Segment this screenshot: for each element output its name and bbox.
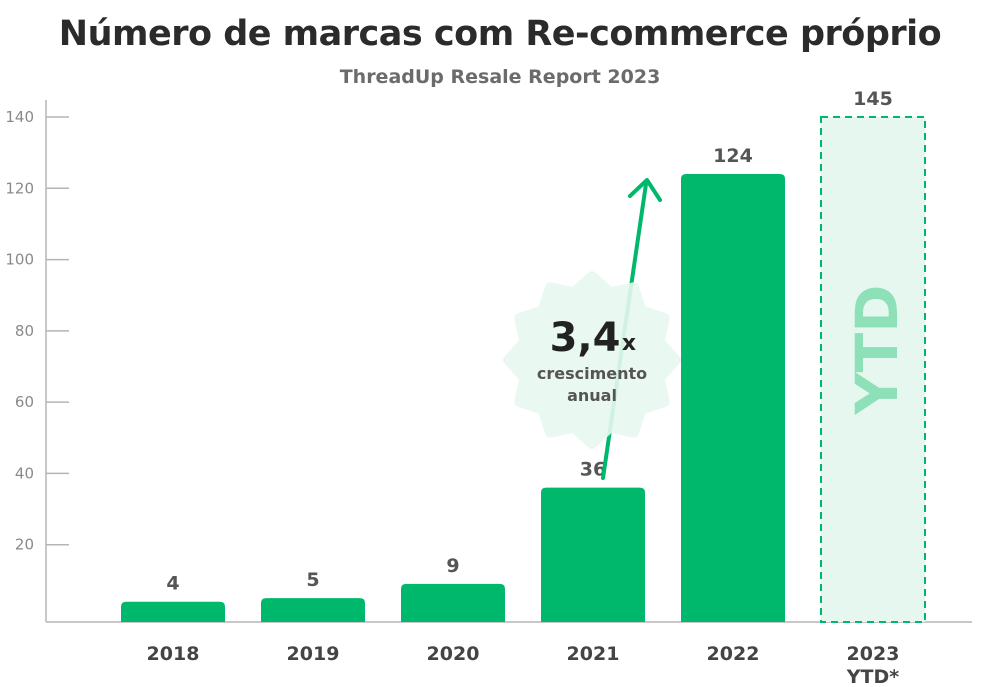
x-tick-label: 2023 bbox=[847, 643, 900, 665]
y-tick-label: 20 bbox=[15, 536, 34, 554]
bar bbox=[541, 487, 645, 622]
x-tick-label-sub: YTD* bbox=[846, 666, 899, 687]
annotation-line2: anual bbox=[567, 386, 617, 405]
y-tick-label: 100 bbox=[5, 251, 34, 269]
data-label: 4 bbox=[166, 573, 179, 595]
starburst-badge bbox=[503, 271, 681, 449]
x-tick-label: 2020 bbox=[427, 643, 480, 665]
y-tick-label: 40 bbox=[15, 464, 34, 482]
multiplier-value: 3,4 bbox=[550, 315, 621, 361]
bar bbox=[261, 598, 365, 622]
data-label: 145 bbox=[853, 88, 893, 110]
x-tick-label: 2022 bbox=[707, 643, 760, 665]
x-tick-label: 2018 bbox=[147, 643, 200, 665]
chart-title: Número de marcas com Re-commerce próprio bbox=[58, 14, 942, 54]
data-label: 36 bbox=[580, 459, 606, 481]
x-tick-label: 2019 bbox=[287, 643, 340, 665]
arrow-head-icon bbox=[628, 178, 662, 202]
bar bbox=[401, 583, 505, 622]
data-label: 124 bbox=[713, 145, 753, 167]
x-tick-label: 2021 bbox=[567, 643, 620, 665]
chart-subtitle: ThreadUp Resale Report 2023 bbox=[339, 66, 661, 88]
bar bbox=[681, 174, 785, 622]
bar bbox=[121, 601, 225, 622]
ytd-label: YTD bbox=[843, 285, 911, 416]
y-tick-label: 80 bbox=[15, 322, 34, 340]
bar-projected bbox=[820, 116, 926, 623]
multiplier-unit: x bbox=[622, 331, 636, 356]
annotation-line1: crescimento bbox=[537, 364, 647, 383]
data-label: 9 bbox=[446, 555, 459, 577]
y-tick-label: 120 bbox=[5, 179, 34, 197]
y-tick-label: 60 bbox=[15, 393, 34, 411]
data-label: 5 bbox=[306, 569, 319, 591]
y-tick-label: 140 bbox=[5, 108, 34, 126]
